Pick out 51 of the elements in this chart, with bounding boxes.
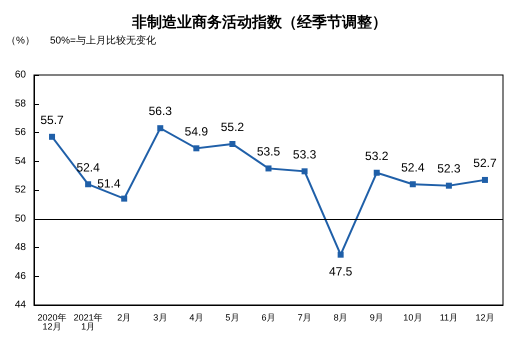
data-label: 53.3 [292, 147, 317, 162]
point [157, 125, 164, 132]
x-tick-label: 2月 [117, 312, 132, 322]
y-tick-label: 46 [14, 270, 26, 282]
point [482, 176, 488, 183]
point [302, 168, 308, 174]
point [266, 165, 272, 172]
x-tick-label: 2020年 12月 [38, 312, 67, 332]
text: 50%=与上月比较无变化 [50, 34, 156, 46]
point [374, 170, 380, 176]
point [193, 145, 200, 152]
x-tick-label: 10月 [403, 312, 422, 322]
chart-title: 非制造业商务活动指数（经季节调整） [131, 13, 387, 31]
data-label: 56.3 [148, 104, 172, 118]
y-tick-label: 54 [14, 156, 26, 167]
x-tick-label: 6月 [261, 312, 276, 322]
point [338, 252, 344, 258]
data-label: 51.4 [97, 176, 121, 191]
data-label: 54.9 [184, 124, 208, 138]
point [121, 196, 128, 202]
data-label: 53.5 [256, 144, 280, 158]
x-tick-label: 5月 [225, 312, 240, 322]
data-label: 55.2 [220, 120, 244, 134]
y-axis-title: （%） [6, 36, 35, 46]
point [410, 181, 416, 188]
y-tick-label: 48 [14, 242, 26, 253]
x-tick-label: 12月 [475, 312, 494, 322]
x-tick-label: 7月 [298, 312, 312, 322]
point [49, 134, 56, 140]
data-label: 52.4 [76, 160, 100, 174]
data-label: 52.4 [401, 160, 425, 174]
y-tick-label: 56 [14, 127, 26, 138]
x-tick-label: 9月 [370, 312, 384, 322]
point [229, 141, 236, 147]
y-tick-label: 44 [14, 300, 26, 310]
point [446, 182, 452, 189]
point [85, 181, 92, 188]
data-label: 47.5 [328, 264, 353, 279]
x-tick-label: 8月 [334, 312, 348, 322]
y-tick-label: 52 [14, 184, 26, 196]
y-tick-label: 50 [14, 213, 26, 224]
x-tick-label: 4月 [189, 312, 204, 322]
data-label: 53.2 [365, 148, 389, 163]
data-label: 55.7 [40, 112, 64, 127]
y-tick-label: 60 [14, 70, 26, 80]
x-tick-label: 2021年 1月 [74, 312, 103, 332]
data-label: 52.3 [437, 162, 461, 176]
x-tick-label: 11月 [440, 312, 458, 322]
x-tick-label: 3月 [153, 312, 168, 322]
y-tick-label: 58 [14, 98, 26, 110]
data-label: 52.7 [473, 156, 497, 170]
